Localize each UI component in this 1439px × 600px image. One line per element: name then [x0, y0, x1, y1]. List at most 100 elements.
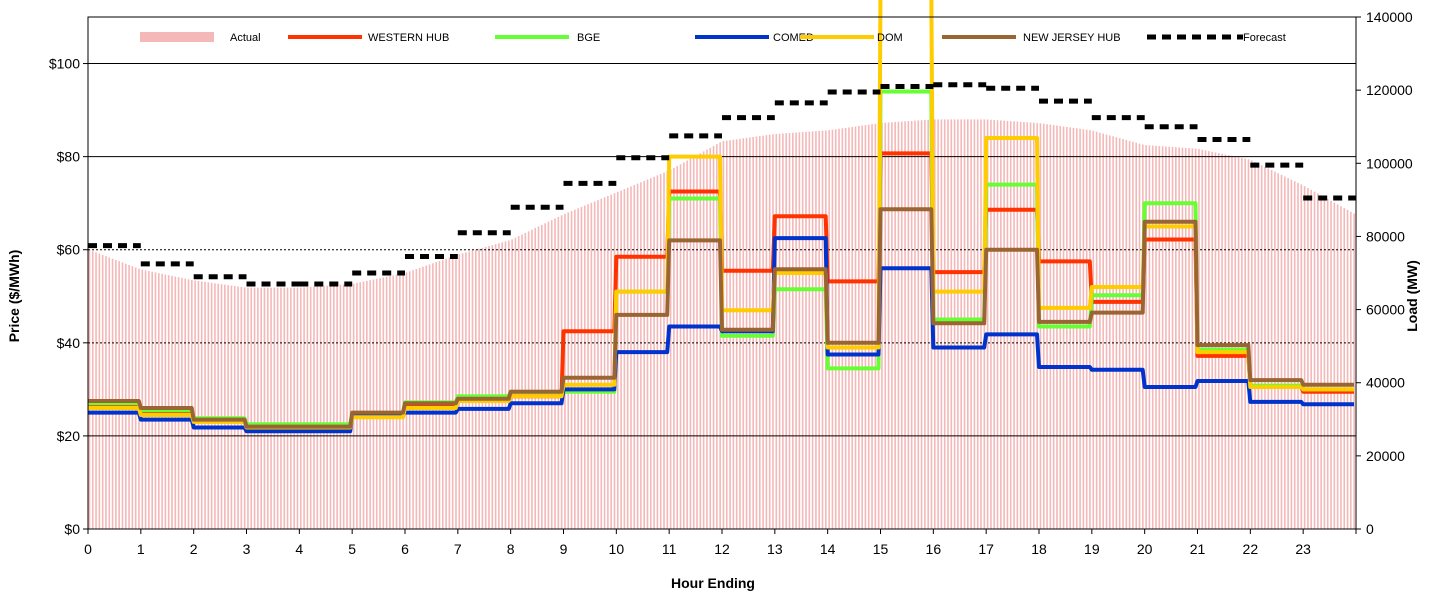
actual-load-bar [1320, 195, 1322, 530]
actual-load-bar [900, 121, 903, 529]
x-tick-label: 10 [609, 541, 625, 557]
actual-load-bar [422, 266, 424, 529]
actual-load-bar [1231, 155, 1233, 530]
x-tick-label: 17 [978, 541, 994, 557]
actual-load-bar [527, 231, 530, 530]
actual-load-bar [798, 132, 801, 529]
actual-load-bar [395, 274, 398, 529]
actual-load-bar [891, 122, 893, 529]
actual-load-bar [858, 126, 860, 529]
actual-load-bar [534, 228, 537, 529]
actual-load-bar [1079, 128, 1081, 529]
actual-load-bar [283, 287, 286, 529]
y-tick-label: $20 [57, 428, 81, 444]
actual-load-bar [134, 267, 137, 529]
actual-load-bar [316, 286, 319, 529]
actual-load-bar [154, 272, 157, 529]
actual-load-bar [712, 145, 715, 529]
actual-load-bar [399, 274, 401, 529]
y2-tick-label: 100000 [1366, 155, 1413, 171]
actual-load-bar [811, 131, 814, 529]
actual-load-bar [115, 259, 117, 529]
actual-load-bar [432, 263, 434, 529]
actual-load-bar [775, 133, 778, 529]
actual-load-bar [1250, 160, 1253, 529]
actual-load-bar [550, 220, 553, 529]
actual-load-bar [309, 286, 312, 529]
actual-load-bar [1313, 191, 1316, 529]
actual-load-bar [1178, 147, 1180, 529]
actual-load-bar [263, 287, 266, 529]
x-tick-label: 3 [243, 541, 251, 557]
actual-load-bar [544, 223, 546, 530]
y2-tick-label: 120000 [1366, 82, 1413, 98]
actual-load-bar [177, 277, 180, 529]
actual-load-bar [1284, 176, 1286, 529]
y2-axis-title: Load (MW) [1404, 260, 1420, 332]
actual-load-bar [788, 133, 791, 529]
actual-load-bar [867, 124, 870, 529]
actual-load-bar [1290, 179, 1293, 529]
actual-load-bar [626, 187, 629, 530]
actual-load-bar [1208, 151, 1210, 529]
y2-tick-label: 80000 [1366, 228, 1405, 244]
actual-load-bar [230, 285, 233, 529]
actual-load-bar [458, 254, 461, 529]
actual-load-bar [610, 194, 612, 529]
actual-load-bar [207, 282, 210, 529]
actual-load-bar [1184, 147, 1187, 530]
actual-load-bar [1227, 155, 1230, 530]
actual-load-bar [1297, 182, 1299, 529]
actual-load-bar [465, 252, 467, 529]
actual-load-bar [138, 268, 140, 529]
actual-load-bar [1085, 129, 1088, 529]
actual-load-bar [389, 276, 391, 529]
actual-load-bar [214, 283, 216, 529]
x-tick-label: 7 [454, 541, 462, 557]
actual-load-bar [1082, 129, 1085, 530]
actual-load-bar [369, 280, 371, 529]
actual-load-bar [468, 251, 470, 529]
actual-load-bar [210, 282, 213, 529]
actual-load-bar [478, 248, 480, 529]
actual-load-bar [1122, 139, 1124, 529]
actual-load-bar [1326, 198, 1329, 529]
actual-load-bar [124, 263, 127, 529]
actual-load-bar [448, 257, 451, 529]
actual-load-bar [1214, 152, 1217, 529]
y2-tick-label: 40000 [1366, 375, 1405, 391]
legend-label: WESTERN HUB [368, 32, 449, 44]
actual-load-bar [474, 249, 477, 529]
actual-load-bar [455, 255, 457, 530]
actual-load-bar [815, 131, 817, 530]
actual-load-bar [907, 121, 910, 530]
actual-load-bar [151, 271, 153, 529]
y-tick-label: $0 [64, 521, 80, 537]
actual-load-bar [686, 160, 688, 530]
actual-load-bar [1234, 156, 1237, 530]
actual-load-bar [346, 284, 348, 529]
actual-load-bar [1118, 138, 1121, 529]
actual-load-bar [504, 241, 507, 529]
actual-load-bar [1158, 146, 1161, 529]
actual-load-bar [1260, 165, 1263, 530]
actual-load-bar [696, 155, 698, 529]
x-tick-label: 4 [295, 541, 303, 557]
actual-load-bar [1023, 122, 1025, 529]
actual-load-bar [375, 278, 378, 529]
actual-load-bar [993, 119, 996, 529]
actual-load-bar [349, 284, 352, 529]
actual-load-bar [1307, 187, 1309, 529]
x-tick-label: 14 [820, 541, 836, 557]
actual-load-bar [1346, 209, 1349, 529]
actual-load-bar [91, 251, 94, 530]
actual-load-bar [402, 273, 404, 529]
actual-load-bar [1333, 202, 1336, 529]
actual-load-bar [1175, 147, 1177, 530]
actual-load-bar [1105, 134, 1108, 530]
y-tick-label: $100 [49, 56, 80, 72]
actual-load-bar [920, 120, 923, 529]
actual-load-bar [95, 252, 97, 529]
actual-load-bar [1211, 151, 1213, 530]
legend-label: Forecast [1243, 32, 1286, 44]
